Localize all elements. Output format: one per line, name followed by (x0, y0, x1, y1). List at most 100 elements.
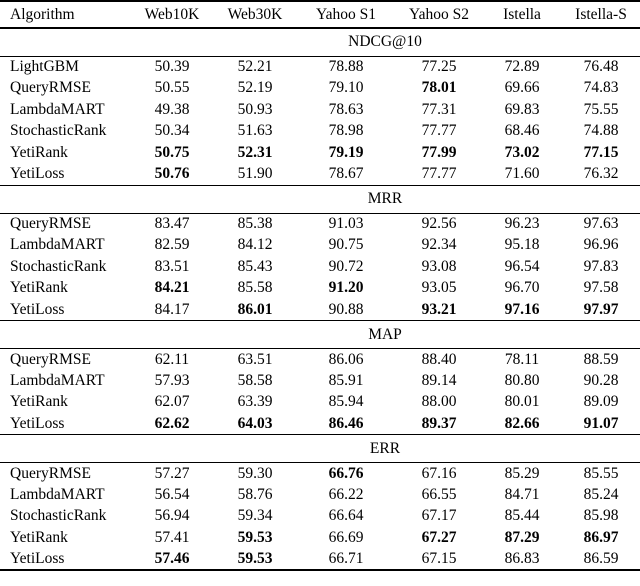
table-row: LambdaMART 57.93 58.58 85.91 89.14 80.80 90.28 (0, 370, 640, 392)
metric-value-cell: 80.80 (504, 371, 540, 389)
metric-value-cell: 50.39 (154, 58, 190, 75)
metric-value-cell: 50.34 (154, 122, 190, 140)
metric-value-cell: 96.70 (504, 279, 540, 297)
metric-value-cell: 66.71 (328, 549, 364, 567)
metric-value-cell: 52.19 (237, 79, 273, 97)
algorithm-name-cell: YetiRank (10, 528, 68, 546)
metric-value-cell: 69.66 (504, 79, 540, 97)
metric-value-cell: 57.93 (154, 371, 190, 389)
metric-value-cell: 85.98 (583, 507, 619, 525)
metric-value-cell: 97.63 (583, 215, 619, 232)
metric-value-cell: 97.58 (583, 279, 619, 297)
section-spacer-cell (0, 184, 130, 214)
metric-value-cell: 52.21 (237, 58, 273, 75)
metric-value-cell: 91.20 (328, 279, 364, 297)
metric-value-cell: 66.69 (328, 528, 364, 546)
metric-value-cell: 59.34 (237, 507, 273, 525)
metric-value-cell: 85.94 (328, 393, 364, 411)
metric-value-cell: 89.14 (421, 371, 457, 389)
algorithm-name-cell: StochasticRank (10, 257, 107, 275)
metric-value-cell: 96.96 (583, 236, 619, 254)
results-table: Algorithm Web10K Web30K Yahoo S1 Yahoo S… (0, 0, 640, 571)
metric-value-cell: 84.21 (154, 279, 190, 297)
table-body: NDCG@10 LightGBM 50.39 52.21 78.88 77.25 72.89… (0, 27, 640, 570)
metric-value-cell: 85.58 (237, 279, 273, 297)
table-row: YetiLoss 62.62 64.03 86.46 89.37 82.66 91.07 (0, 413, 640, 435)
metric-value-cell: 85.24 (583, 485, 619, 503)
algorithm-name-cell: YetiRank (10, 143, 68, 161)
metric-value-cell: 66.22 (328, 485, 364, 503)
column-header-algorithm: Algorithm (0, 1, 130, 29)
metric-value-cell: 77.25 (421, 58, 457, 75)
section-header-row: ERR (0, 434, 640, 463)
algorithm-name-cell: YetiRank (10, 393, 68, 411)
metric-value-cell: 78.88 (328, 58, 364, 75)
metric-value-cell: 59.53 (237, 549, 273, 567)
metric-value-cell: 50.76 (154, 165, 190, 182)
metric-value-cell: 74.88 (583, 122, 619, 140)
metric-value-cell: 86.59 (583, 549, 619, 567)
metric-value-cell: 77.31 (421, 100, 457, 118)
metric-value-cell: 87.29 (504, 528, 540, 546)
metric-value-cell: 77.15 (583, 143, 619, 161)
table-row: QueryRMSE 57.27 59.30 66.76 67.16 85.29 85.55 (0, 463, 640, 485)
section-header-row: MAP (0, 320, 640, 349)
metric-value-cell: 90.88 (328, 300, 364, 318)
metric-value-cell: 85.91 (328, 371, 364, 389)
metric-value-cell: 78.98 (328, 122, 364, 140)
metric-value-cell: 86.01 (237, 300, 273, 318)
metric-value-cell: 59.30 (237, 464, 273, 482)
metric-value-cell: 77.77 (421, 165, 457, 182)
metric-value-cell: 97.97 (583, 300, 619, 318)
metric-value-cell: 58.58 (237, 371, 273, 389)
algorithm-name-cell: YetiLoss (10, 165, 65, 182)
metric-value-cell: 67.17 (421, 507, 457, 525)
table-row: StochasticRank 83.51 85.43 90.72 93.08 96.54 9… (0, 256, 640, 278)
metric-value-cell: 91.03 (328, 215, 364, 232)
section-header-row: NDCG@10 (0, 27, 640, 57)
metric-value-cell: 57.41 (154, 528, 190, 546)
metric-value-cell: 93.05 (421, 279, 457, 297)
metric-value-cell: 69.83 (504, 100, 540, 118)
metric-value-cell: 90.72 (328, 257, 364, 275)
column-header-yahoo-s1: Yahoo S1 (296, 1, 396, 29)
section-metric-label: MRR (130, 184, 640, 214)
metric-value-cell: 76.48 (583, 58, 619, 75)
algorithm-name-cell: YetiLoss (10, 300, 65, 318)
metric-value-cell: 74.83 (583, 79, 619, 97)
metric-value-cell: 88.40 (421, 350, 457, 368)
metric-value-cell: 92.56 (421, 215, 457, 232)
metric-value-cell: 82.66 (504, 414, 540, 432)
metric-value-cell: 85.38 (237, 215, 273, 232)
table-row: YetiLoss 84.17 86.01 90.88 93.21 97.16 97.97 (0, 299, 640, 321)
column-header-web10k: Web10K (130, 1, 214, 29)
table-row: StochasticRank 56.94 59.34 66.64 67.17 85.44 8… (0, 506, 640, 528)
metric-value-cell: 97.16 (504, 300, 540, 318)
section-header-row: MRR (0, 184, 640, 214)
metric-value-cell: 85.55 (583, 464, 619, 482)
metric-value-cell: 58.76 (237, 485, 273, 503)
metric-value-cell: 78.01 (421, 79, 457, 97)
table-row: YetiLoss 50.76 51.90 78.67 77.77 71.60 76.32 (0, 164, 640, 186)
metric-value-cell: 64.03 (237, 414, 273, 432)
table-row: QueryRMSE 83.47 85.38 91.03 92.56 96.23 97.63 (0, 213, 640, 235)
section-spacer-cell (0, 434, 130, 463)
metric-value-cell: 75.55 (583, 100, 619, 118)
metric-value-cell: 59.53 (237, 528, 273, 546)
metric-value-cell: 86.46 (328, 414, 364, 432)
metric-value-cell: 67.16 (421, 464, 457, 482)
metric-value-cell: 62.07 (154, 393, 190, 411)
table-row: LambdaMART 56.54 58.76 66.22 66.55 84.71 85.24 (0, 484, 640, 506)
header-row: Algorithm Web10K Web30K Yahoo S1 Yahoo S… (0, 1, 640, 29)
table-row: LambdaMART 49.38 50.93 78.63 77.31 69.83 75.55 (0, 99, 640, 121)
algorithm-name-cell: LambdaMART (10, 485, 105, 503)
column-header-web30k: Web30K (214, 1, 296, 29)
metric-value-cell: 56.54 (154, 485, 190, 503)
metric-value-cell: 79.19 (328, 143, 364, 161)
metric-value-cell: 78.63 (328, 100, 364, 118)
algorithm-name-cell: YetiLoss (10, 549, 65, 567)
metric-value-cell: 66.64 (328, 507, 364, 525)
table-row: LightGBM 50.39 52.21 78.88 77.25 72.89 76.48 (0, 56, 640, 78)
metric-value-cell: 78.67 (328, 165, 364, 182)
column-header-yahoo-s2: Yahoo S2 (396, 1, 482, 29)
